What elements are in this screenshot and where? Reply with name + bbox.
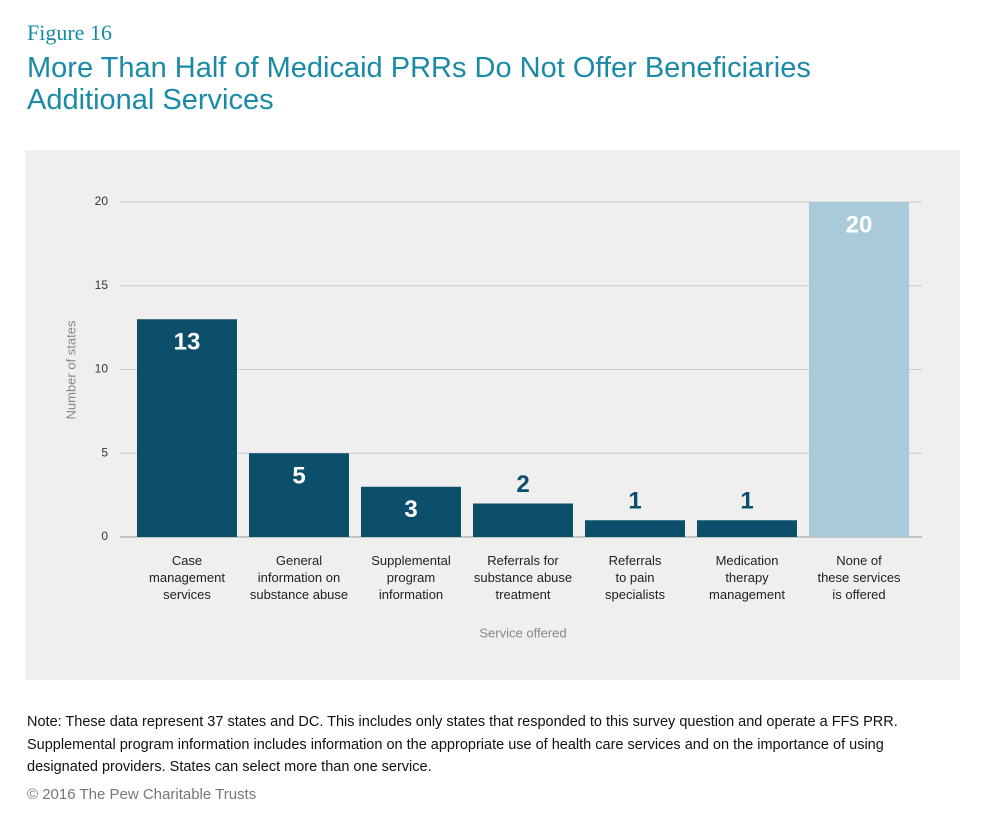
value-label: 3 bbox=[404, 496, 417, 523]
x-tick-label-line: management bbox=[149, 570, 225, 585]
y-axis-label: Number of states bbox=[63, 320, 78, 419]
x-tick-label-line: General bbox=[276, 553, 322, 568]
bar bbox=[249, 453, 349, 537]
bar bbox=[361, 486, 461, 537]
x-tick-label-line: therapy bbox=[725, 570, 769, 585]
value-label: 1 bbox=[740, 488, 753, 515]
x-tick-label-line: substance abuse bbox=[474, 570, 572, 585]
x-tick-label-line: specialists bbox=[605, 587, 665, 602]
x-tick-label-line: Medication bbox=[716, 553, 779, 568]
x-tick-label: Referrals to pain specialists bbox=[605, 553, 665, 602]
value-label: 1 bbox=[628, 488, 641, 515]
bar bbox=[473, 503, 573, 537]
x-tick-label-line: substance abuse bbox=[250, 587, 348, 602]
x-tick-label-line: program bbox=[387, 570, 435, 585]
value-label: 20 bbox=[846, 211, 873, 238]
value-label: 5 bbox=[292, 463, 305, 490]
x-tick-label-line: Referrals for bbox=[487, 553, 559, 568]
chart-title: More Than Half of Medicaid PRRs Do Not O… bbox=[27, 52, 811, 116]
x-tick-label: Referrals for substance abuse treatment bbox=[474, 553, 572, 602]
x-tick-label-line: these services bbox=[817, 570, 901, 585]
x-tick-label-line: information bbox=[379, 587, 443, 602]
x-axis-label: Service offered bbox=[479, 625, 566, 640]
y-tick-label: 10 bbox=[95, 362, 109, 376]
bar bbox=[137, 319, 237, 537]
figure-label: Figure 16 bbox=[27, 20, 112, 45]
copyright: © 2016 The Pew Charitable Trusts bbox=[27, 786, 257, 803]
x-tick-label-line: management bbox=[709, 587, 785, 602]
value-label: 2 bbox=[516, 471, 529, 498]
x-tick-label: Medication therapy management bbox=[709, 553, 785, 602]
x-tick-label-line: services bbox=[163, 587, 211, 602]
x-tick-label: General information on substance abuse bbox=[250, 553, 348, 602]
x-tick-label-line: treatment bbox=[496, 587, 551, 602]
x-tick-label: Case management services bbox=[149, 553, 225, 602]
x-tick-label-line: to pain bbox=[615, 570, 654, 585]
y-tick-label: 5 bbox=[101, 445, 108, 459]
x-tick-label-line: information on bbox=[258, 570, 340, 585]
value-label: 13 bbox=[174, 329, 201, 356]
x-tick-label-line: Case bbox=[172, 553, 202, 568]
x-tick-label-line: Supplemental bbox=[371, 553, 451, 568]
chart: Number of states Service offered 0510152… bbox=[25, 150, 960, 680]
bar bbox=[585, 520, 685, 537]
note: Note: These data represent 37 states and… bbox=[27, 714, 898, 775]
bar bbox=[809, 202, 909, 537]
y-tick-label: 0 bbox=[101, 529, 108, 543]
y-tick-label: 20 bbox=[95, 194, 109, 208]
y-tick-label: 15 bbox=[95, 278, 109, 292]
x-tick-label-line: Referrals bbox=[609, 553, 662, 568]
x-tick-label-line: None of bbox=[836, 553, 882, 568]
bar bbox=[697, 520, 797, 537]
x-tick-label: Supplemental program information bbox=[371, 553, 451, 602]
x-tick-label: None of these services is offered bbox=[817, 553, 901, 602]
x-tick-label-line: is offered bbox=[832, 587, 885, 602]
